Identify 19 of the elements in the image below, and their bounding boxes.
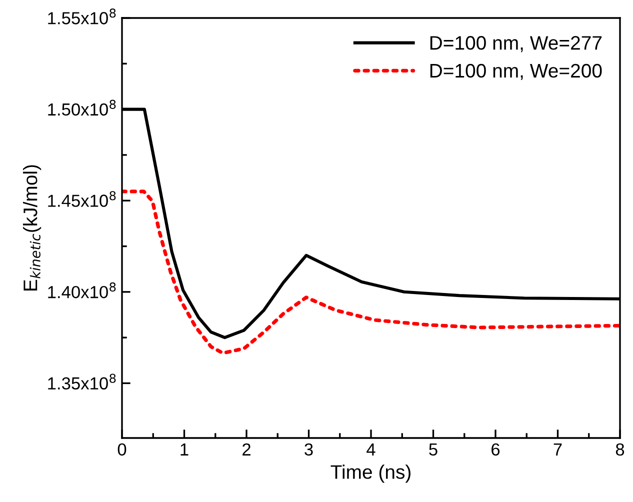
line-series [122, 190, 620, 355]
legend-label: D=100 nm, We=277 [430, 36, 602, 52]
y-tick-label: 1.50x10$^{8}$ [48, 100, 116, 116]
x-tick-label: 8 [616, 443, 624, 456]
x-tick-label: 6 [492, 443, 500, 456]
x-tick-label: 5 [429, 444, 438, 456]
x-tick-label: 7 [554, 444, 562, 456]
y-tick-label: 1.45x10$^{8}$ [48, 191, 116, 207]
x-tick-label: 3 [304, 443, 313, 456]
legend-label: D=100 nm, We=200 [430, 64, 602, 80]
x-axis-title: Time (ns) [330, 464, 410, 483]
x-tick-label: 1 [180, 444, 188, 456]
y-tick-label: 1.35x10$^{8}$ [48, 374, 116, 390]
y-tick-label: 1.40x10$^{8}$ [48, 282, 116, 298]
y-tick-label: 1.55x10$^{8}$ [48, 8, 116, 24]
x-tick-label: 2 [242, 443, 250, 456]
y-axis-title: E$_{kinetic}$(kJ/mol) [22, 165, 42, 290]
x-tick-label: 0 [118, 443, 126, 456]
x-tick-label: 4 [366, 444, 376, 456]
